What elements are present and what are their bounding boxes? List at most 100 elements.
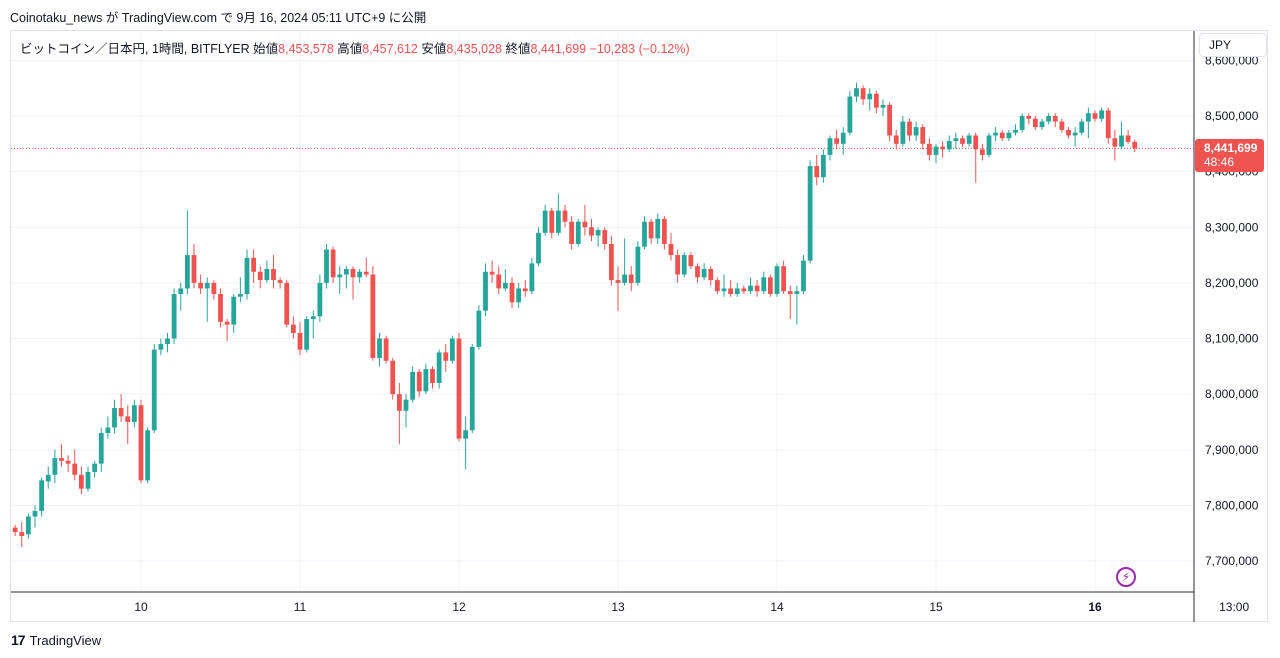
candle-up[interactable]	[933, 146, 939, 155]
candle-down[interactable]	[257, 271, 263, 281]
candle-up[interactable]	[701, 268, 707, 278]
candle-up[interactable]	[1046, 116, 1052, 122]
candle-up[interactable]	[25, 516, 31, 535]
candle-up[interactable]	[52, 458, 58, 475]
lightning-bolt-icon[interactable]: ⚡	[1116, 567, 1136, 587]
candle-up[interactable]	[1019, 116, 1025, 130]
candle-down[interactable]	[489, 271, 495, 275]
candle-down[interactable]	[218, 294, 223, 322]
candle-down[interactable]	[688, 255, 694, 267]
candle-up[interactable]	[469, 346, 475, 431]
candle-up[interactable]	[158, 344, 164, 350]
candle-up[interactable]	[92, 463, 98, 472]
candle-up[interactable]	[1119, 135, 1124, 147]
candle-up[interactable]	[85, 472, 91, 489]
candle-down[interactable]	[648, 221, 654, 239]
candle-down[interactable]	[1032, 118, 1038, 128]
candle-down[interactable]	[19, 532, 25, 536]
candle-up[interactable]	[32, 510, 38, 517]
candle-up[interactable]	[324, 249, 329, 283]
candle-up[interactable]	[423, 369, 429, 392]
candle-up[interactable]	[854, 88, 859, 97]
candle-down[interactable]	[78, 474, 84, 489]
candle-up[interactable]	[635, 246, 641, 283]
candle-up[interactable]	[820, 154, 826, 178]
candle-up[interactable]	[151, 349, 157, 431]
candle-up[interactable]	[555, 210, 561, 233]
candle-up[interactable]	[1099, 110, 1105, 119]
candle-up[interactable]	[165, 338, 170, 345]
candle-down[interactable]	[297, 332, 303, 350]
candle-down[interactable]	[290, 324, 296, 333]
candle-up[interactable]	[761, 277, 767, 292]
candle-up[interactable]	[642, 221, 647, 247]
candle-up[interactable]	[953, 138, 959, 142]
candle-down[interactable]	[198, 282, 204, 289]
candle-up[interactable]	[622, 274, 628, 283]
candle-down[interactable]	[1066, 129, 1071, 136]
candle-up[interactable]	[542, 210, 548, 233]
candle-up[interactable]	[536, 232, 541, 264]
candle-down[interactable]	[1092, 113, 1098, 119]
candle-down[interactable]	[608, 243, 614, 281]
candle-down[interactable]	[907, 121, 912, 136]
candle-up[interactable]	[900, 121, 906, 144]
candle-up[interactable]	[476, 310, 482, 347]
candle-down[interactable]	[708, 268, 714, 281]
candle-down[interactable]	[456, 338, 462, 439]
candle-up[interactable]	[377, 338, 382, 358]
candle-down[interactable]	[430, 369, 435, 383]
candle-up[interactable]	[516, 288, 522, 303]
candle-down[interactable]	[940, 146, 946, 150]
candle-down[interactable]	[390, 360, 396, 395]
candle-down[interactable]	[569, 221, 575, 244]
candle-down[interactable]	[211, 282, 217, 294]
candle-up[interactable]	[171, 294, 177, 339]
candle-down[interactable]	[979, 149, 985, 155]
candle-up[interactable]	[1085, 113, 1091, 122]
candle-down[interactable]	[887, 104, 893, 136]
candle-down[interactable]	[549, 210, 555, 233]
candle-down[interactable]	[814, 166, 820, 178]
candle-up[interactable]	[867, 93, 873, 100]
candle-up[interactable]	[966, 135, 972, 144]
candle-up[interactable]	[1072, 132, 1078, 136]
candle-down[interactable]	[873, 93, 879, 108]
candle-up[interactable]	[98, 433, 104, 464]
candle-up[interactable]	[721, 288, 727, 292]
candle-up[interactable]	[748, 285, 753, 292]
candle-up[interactable]	[913, 127, 919, 136]
candle-up[interactable]	[39, 480, 45, 511]
candle-up[interactable]	[1079, 121, 1085, 133]
candle-up[interactable]	[946, 141, 952, 150]
candle-down[interactable]	[893, 135, 899, 144]
candle-up[interactable]	[45, 474, 51, 482]
candle-down[interactable]	[443, 352, 449, 361]
candle-down[interactable]	[1112, 138, 1118, 147]
candle-down[interactable]	[271, 268, 276, 281]
candle-up[interactable]	[575, 221, 581, 244]
candle-down[interactable]	[350, 268, 356, 278]
candle-down[interactable]	[496, 274, 502, 289]
candle-down[interactable]	[383, 338, 389, 361]
candle-up[interactable]	[595, 230, 601, 236]
candle-down[interactable]	[1052, 116, 1058, 122]
candle-down[interactable]	[668, 243, 674, 256]
candle-down[interactable]	[562, 210, 568, 222]
candle-up[interactable]	[403, 399, 409, 411]
candle-down[interactable]	[860, 88, 866, 100]
candle-up[interactable]	[112, 408, 117, 428]
candle-down[interactable]	[960, 138, 965, 144]
candle-down[interactable]	[191, 255, 197, 283]
candle-up[interactable]	[1039, 121, 1045, 128]
candle-down[interactable]	[1026, 116, 1032, 119]
candle-up[interactable]	[131, 405, 137, 422]
candle-up[interactable]	[410, 371, 416, 400]
candle-down[interactable]	[920, 127, 926, 144]
candle-down[interactable]	[370, 274, 376, 358]
candle-up[interactable]	[880, 104, 886, 108]
candle-up[interactable]	[502, 282, 508, 289]
candle-down[interactable]	[741, 288, 747, 292]
candle-up[interactable]	[337, 274, 343, 278]
candle-up[interactable]	[317, 282, 323, 317]
